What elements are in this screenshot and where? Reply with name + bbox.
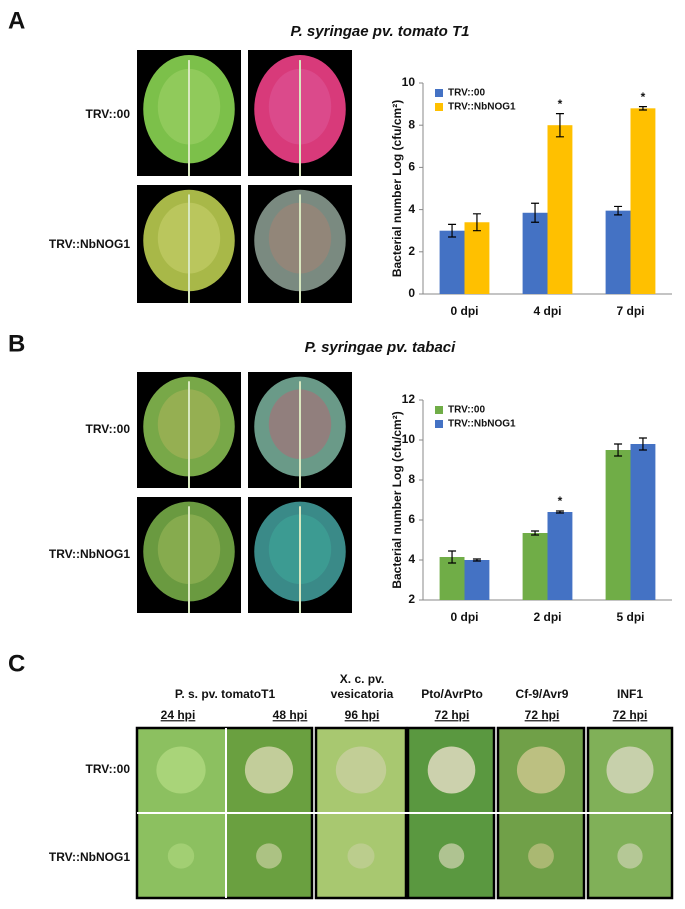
y-tick-label: 10 (402, 75, 416, 89)
lesion (156, 746, 206, 794)
row-label: TRV::NbNOG1 (49, 237, 130, 251)
y-tick-label: 6 (408, 512, 415, 526)
y-tick-label: 2 (408, 244, 415, 258)
panel-label: C (8, 650, 25, 677)
y-tick-label: 4 (408, 552, 415, 566)
bar (439, 557, 465, 600)
y-tick-label: 4 (408, 202, 415, 216)
x-tick-label: 7 dpi (616, 304, 644, 318)
group-label: X. c. pv. (340, 672, 384, 686)
legend-label: TRV::NbNOG1 (448, 419, 516, 430)
y-tick-label: 0 (408, 286, 415, 300)
group-label: P. s. pv. tomatoT1 (175, 687, 276, 701)
x-tick-label: 0 dpi (450, 610, 478, 624)
y-axis-label: Bacterial number Log (cfu/cm²) (390, 411, 404, 588)
y-tick-label: 8 (408, 472, 415, 486)
group-label: INF1 (617, 687, 643, 701)
group-label: vesicatoria (331, 687, 394, 701)
panel-title: P. syringae pv. tabaci (305, 339, 456, 356)
bar (630, 108, 656, 294)
x-tick-label: 2 dpi (533, 610, 561, 624)
time-label: 24 hpi (161, 708, 196, 722)
error-bar (448, 223, 457, 238)
panel-label: B (8, 330, 25, 357)
time-label: 96 hpi (345, 708, 380, 722)
y-tick-label: 2 (408, 592, 415, 606)
group-label: Pto/AvrPto (421, 687, 483, 701)
y-tick-label: 12 (402, 392, 416, 406)
legend-swatch (435, 89, 443, 97)
bar (547, 512, 573, 600)
lesion (617, 843, 643, 869)
legend-label: TRV::00 (448, 88, 485, 99)
bar (605, 210, 631, 294)
x-tick-label: 0 dpi (450, 304, 478, 318)
y-tick-label: 8 (408, 117, 415, 131)
lesion (427, 746, 476, 794)
bar (464, 560, 490, 600)
legend-label: TRV::00 (448, 405, 485, 416)
time-label: 72 hpi (613, 708, 648, 722)
error-bar (638, 106, 647, 111)
significance-mark: * (558, 97, 563, 111)
bar (605, 450, 631, 600)
time-label: 72 hpi (525, 708, 560, 722)
lesion (606, 746, 654, 794)
row-label: TRV::NbNOG1 (49, 547, 130, 561)
bar (630, 444, 656, 600)
error-bar (555, 112, 564, 138)
panel-title: P. syringae pv. tomato T1 (291, 23, 470, 40)
legend-label: TRV::NbNOG1 (448, 102, 516, 113)
error-bar (448, 550, 457, 564)
row-label: TRV::NbNOG1 (49, 850, 130, 864)
time-label: 48 hpi (273, 708, 308, 722)
legend-swatch (435, 103, 443, 111)
error-bar (555, 510, 564, 514)
error-bar (614, 205, 623, 216)
group-label: Cf-9/Avr9 (516, 687, 569, 701)
error-bar (531, 202, 540, 223)
x-tick-label: 4 dpi (533, 304, 561, 318)
significance-mark: * (558, 494, 563, 508)
row-label: TRV::00 (86, 107, 131, 121)
lesion (244, 746, 294, 794)
lesion (256, 843, 282, 869)
lesion (347, 843, 375, 869)
y-axis-label: Bacterial number Log (cfu/cm²) (390, 100, 404, 277)
error-bar (531, 530, 540, 536)
bar (522, 533, 548, 600)
legend-swatch (435, 420, 443, 428)
row-label: TRV::00 (86, 762, 131, 776)
bar (439, 230, 465, 294)
error-bar (472, 213, 481, 232)
y-tick-label: 6 (408, 160, 415, 174)
significance-mark: * (641, 90, 646, 104)
error-bar (614, 443, 623, 457)
row-label: TRV::00 (86, 422, 131, 436)
error-bar (472, 558, 481, 562)
x-tick-label: 5 dpi (616, 610, 644, 624)
lesion (438, 843, 465, 869)
bar (522, 212, 548, 294)
bar (464, 222, 490, 294)
legend-swatch (435, 406, 443, 414)
panel-label: A (8, 7, 25, 34)
time-label: 72 hpi (435, 708, 470, 722)
bar (547, 125, 573, 294)
lesion (516, 746, 566, 794)
y-tick-label: 10 (402, 432, 416, 446)
lesion (528, 843, 554, 869)
error-bar (638, 437, 647, 451)
lesion (335, 746, 387, 794)
lesion (167, 843, 195, 869)
